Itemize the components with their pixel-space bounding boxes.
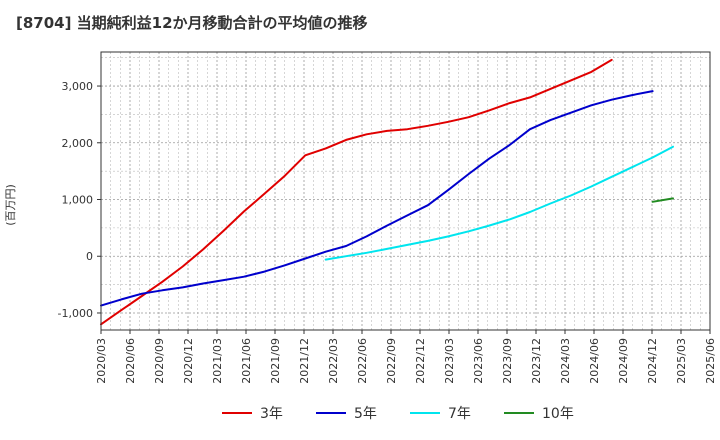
x-tick-label: 2020/12 [182,338,195,384]
x-tick-label: 2024/12 [646,338,659,384]
legend-label: 5年 [354,406,377,422]
x-tick-label: 2023/09 [501,338,514,384]
series-line-7年 [324,145,674,261]
grid-lines [100,52,711,330]
legend-label: 10年 [542,406,574,422]
x-tick-label: 2021/06 [240,338,253,384]
x-tick-label: 2020/09 [153,338,166,384]
y-tick-label: 1,000 [62,194,94,207]
x-tick-label: 2023/03 [443,338,456,384]
y-tick-label: -1,000 [58,307,93,320]
x-tick-label: 2020/06 [124,338,137,384]
x-tick-label: 2023/12 [530,338,543,384]
x-tick-label: 2022/06 [356,338,369,384]
axes: -1,000 0 1,000 2,000 3,000 2020/03 2020/06 2020… [58,51,717,384]
x-tick-label: 2025/06 [704,338,717,384]
y-tick-label: 3,000 [62,80,94,93]
chart-title: [8704] 当期純利益12か月移動合計の平均値の推移 [16,14,368,32]
legend-label: 7年 [448,406,471,422]
x-tick-label: 2022/09 [385,338,398,384]
y-tick-label: 0 [86,250,93,263]
series-line-3年 [100,58,613,326]
legend: 3年 5年 7年 10年 [222,406,574,422]
series-lines [100,58,674,326]
x-tick-label: 2022/03 [327,338,340,384]
y-tick-label: 2,000 [62,137,94,150]
x-tick-label: 2023/06 [472,338,485,384]
x-tick-label: 2025/03 [675,338,688,384]
x-tick-label: 2024/06 [588,338,601,384]
x-tick-label: 2024/09 [617,338,630,384]
x-tick-label: 2020/03 [95,338,108,384]
series-line-10年 [651,197,674,203]
y-axis-label: (百万円) [4,184,17,226]
x-tick-label: 2022/12 [414,338,427,384]
x-tick-label: 2021/03 [211,338,224,384]
series-line-5年 [100,90,654,307]
plot-frame [100,51,711,331]
x-tick-label: 2021/12 [298,338,311,384]
x-tick-label: 2021/09 [269,338,282,384]
x-tick-label: 2024/03 [559,338,572,384]
legend-label: 3年 [260,406,283,422]
